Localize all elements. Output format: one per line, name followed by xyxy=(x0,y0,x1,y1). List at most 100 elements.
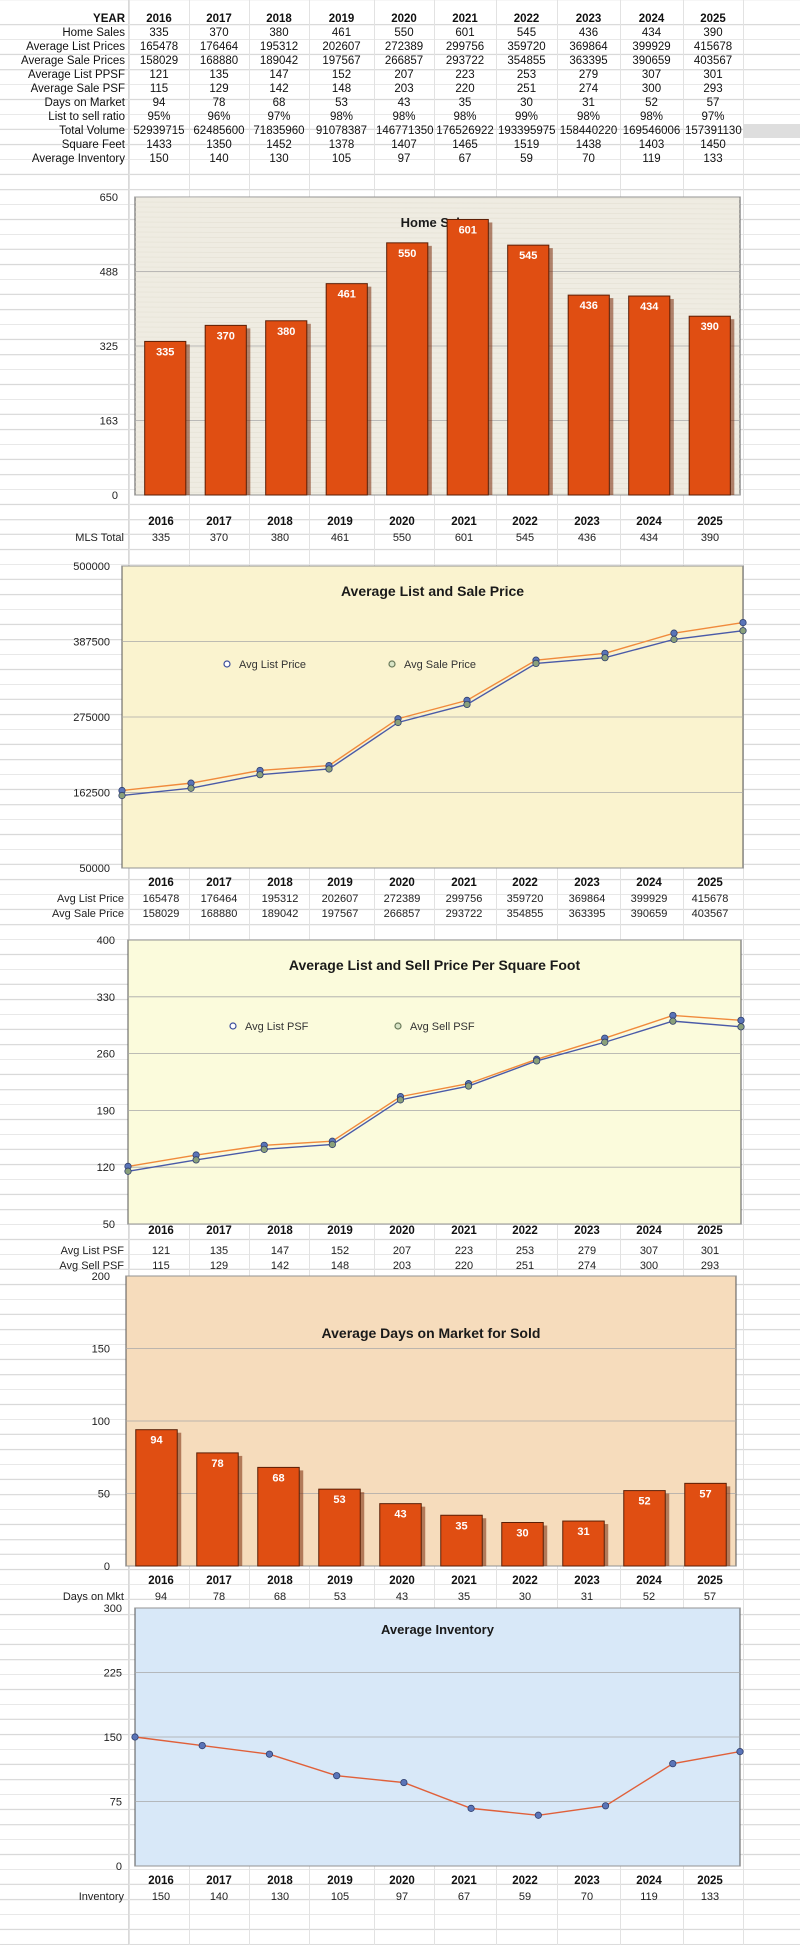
summary-row: Average Sale PSF 115 129 142 148 203 220 251 274… xyxy=(0,82,800,96)
table-row-label: Avg List Price xyxy=(57,893,124,905)
x-category-label: 2016 xyxy=(148,1875,174,1887)
data-point xyxy=(669,1760,677,1768)
summary-cell: 293722 xyxy=(445,55,485,67)
x-category-label: 2022 xyxy=(512,877,538,889)
table-cell: 335 xyxy=(152,532,170,544)
year-cell: 2025 xyxy=(700,13,726,25)
summary-cell: 43 xyxy=(397,97,411,109)
data-point xyxy=(737,1016,745,1024)
table-cell: 299756 xyxy=(446,893,483,905)
summary-cell: 279 xyxy=(578,69,599,81)
bar-value-label: 601 xyxy=(459,224,477,236)
summary-cell: 1350 xyxy=(206,139,232,151)
x-category-label: 2020 xyxy=(389,1225,415,1237)
table-cell: 301 xyxy=(701,1245,719,1257)
chart-title: Average List and Sell Price Per Square F… xyxy=(289,957,581,973)
table-cell: 307 xyxy=(640,1245,658,1257)
summary-cell: 71835960 xyxy=(253,125,305,137)
table-cell: 415678 xyxy=(692,893,729,905)
table-cell: 94 xyxy=(155,1591,167,1603)
table-cell: 133 xyxy=(701,1891,719,1903)
summary-cell: 99% xyxy=(514,111,539,123)
x-category-label: 2025 xyxy=(697,1575,723,1587)
summary-cell: 165478 xyxy=(139,41,179,53)
summary-row: Total Volume 52939715 62485600 71835960 9107… xyxy=(0,124,800,138)
data-point xyxy=(532,659,540,668)
texture-line xyxy=(134,216,741,220)
summary-cell: 380 xyxy=(269,27,289,39)
x-category-label: 2017 xyxy=(206,1575,232,1587)
y-tick-label: 190 xyxy=(97,1105,115,1117)
series-line xyxy=(121,621,744,792)
summary-cell: 97% xyxy=(701,111,725,123)
summary-cell: 130 xyxy=(269,153,289,165)
summary-cell: 53 xyxy=(335,97,348,109)
summary-row-label: Days on Market xyxy=(44,97,125,109)
year-cell: 2024 xyxy=(638,13,665,25)
x-category-label: 2017 xyxy=(206,1875,232,1887)
texture-line xyxy=(134,231,741,235)
year-cell: 2016 xyxy=(146,13,172,25)
data-point xyxy=(265,1750,274,1758)
table-cell: 158029 xyxy=(143,908,180,920)
texture-line xyxy=(134,286,741,290)
legend-label: Avg Sell PSF xyxy=(410,1021,475,1033)
data-point xyxy=(601,1802,610,1810)
summary-cell: 169546006 xyxy=(622,125,681,137)
data-point xyxy=(737,1023,745,1031)
table-cell: 266857 xyxy=(384,908,421,920)
series-line xyxy=(127,1014,742,1168)
summary-cell: 52939715 xyxy=(133,125,185,137)
summary-cell: 1519 xyxy=(513,139,540,151)
legend-label: Avg Sale Price xyxy=(404,659,476,671)
summary-cell: 272389 xyxy=(384,41,424,53)
bar-value-label: 35 xyxy=(455,1520,467,1532)
summary-cell: 307 xyxy=(641,69,662,81)
table-cell: 195312 xyxy=(262,893,299,905)
bar xyxy=(386,242,429,496)
bar xyxy=(623,1490,666,1567)
y-tick-label: 0 xyxy=(104,1561,110,1573)
summary-cell: 436 xyxy=(578,27,599,39)
texture-line xyxy=(134,261,741,265)
x-category-label: 2019 xyxy=(327,1875,353,1887)
x-category-label: 2017 xyxy=(206,1225,232,1237)
y-tick-label: 200 xyxy=(92,1271,110,1283)
table-cell: 176464 xyxy=(201,893,238,905)
summary-row: Average Inventory 150 140 130 105 97 67 59 70 119… xyxy=(0,152,800,166)
summary-cell: 94 xyxy=(152,97,166,109)
y-tick-label: 275000 xyxy=(73,712,110,724)
data-point xyxy=(118,791,126,800)
bar-value-label: 335 xyxy=(156,346,174,358)
summary-cell: 370 xyxy=(209,27,229,39)
summary-cell: 30 xyxy=(520,97,533,109)
data-point xyxy=(670,635,678,643)
bar-value-label: 380 xyxy=(277,326,295,338)
year-cell: 2018 xyxy=(266,13,292,25)
summary-cell: 98% xyxy=(453,111,477,123)
summary-cell: 133 xyxy=(703,153,723,165)
series-line xyxy=(127,1020,742,1172)
x-category-label: 2024 xyxy=(636,1225,662,1237)
bar xyxy=(135,1429,178,1567)
x-category-label: 2022 xyxy=(512,516,538,528)
table-row-label: Avg Sale Price xyxy=(52,908,124,920)
x-category-label: 2019 xyxy=(327,516,353,528)
series-line xyxy=(121,630,744,797)
x-category-label: 2016 xyxy=(148,1575,174,1587)
summary-table: YEAR 2016 2017 2018 2019 2020 2021 2022 … xyxy=(0,12,800,166)
x-category-label: 2020 xyxy=(389,1575,415,1587)
summary-row: List to sell ratio 95% 96% 97% 98% 98% 98% 99% 9… xyxy=(0,110,800,124)
legend-marker xyxy=(223,660,231,668)
summary-cell: 150 xyxy=(149,153,169,165)
summary-cell: 135 xyxy=(209,69,229,81)
year-cell: 2022 xyxy=(513,13,540,25)
summary-cell: 354855 xyxy=(507,55,546,67)
bar-value-label: 78 xyxy=(211,1458,223,1470)
summary-row: Square Feet 1433 1350 1452 1378 1407 1465 1519 1… xyxy=(0,138,800,152)
summary-cell: 142 xyxy=(269,83,289,95)
summary-cell: 545 xyxy=(516,27,537,39)
y-tick-label: 150 xyxy=(104,1732,122,1744)
bar-value-label: 31 xyxy=(577,1526,589,1538)
